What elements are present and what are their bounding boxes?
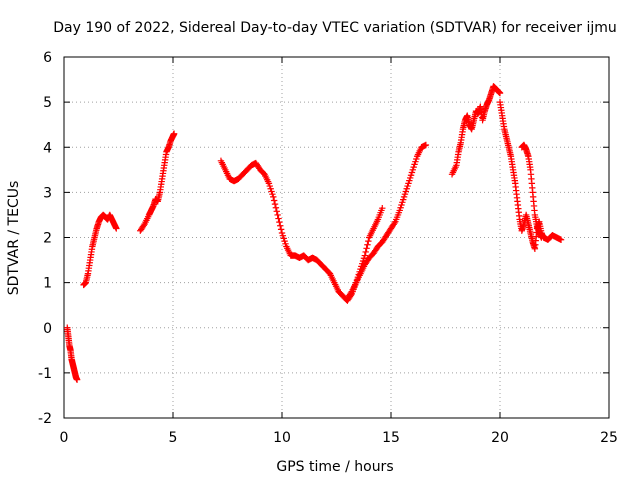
data-point [270, 193, 277, 201]
data-points [64, 83, 565, 383]
data-point [272, 204, 280, 211]
data-point [275, 215, 282, 222]
data-point [113, 225, 120, 232]
plot-area-border [63, 56, 610, 419]
data-point [391, 219, 398, 227]
x-tick-label: 0 [60, 430, 69, 446]
x-axis-tick-labels: 0 5 10 15 20 25 [60, 430, 618, 446]
x-tick-label: 20 [491, 430, 509, 446]
chart-title: Day 190 of 2022, Sidereal Day-to-day VTE… [53, 20, 617, 36]
data-point [379, 204, 386, 212]
y-tick-label: 2 [43, 231, 52, 247]
series-segment-1 [64, 324, 81, 383]
data-point [557, 236, 565, 243]
y-tick-label: 4 [43, 140, 52, 156]
y-tick-label: 6 [43, 50, 52, 66]
data-point [364, 241, 371, 248]
data-point [270, 197, 278, 204]
data-point [277, 222, 284, 229]
series-segment-8 [518, 141, 545, 241]
x-tick-label: 15 [382, 430, 400, 446]
gridlines [64, 57, 609, 418]
y-tick-label: 3 [43, 185, 52, 201]
series-segment-5 [344, 141, 430, 302]
data-point [365, 237, 372, 245]
data-point [273, 208, 280, 215]
data-point [362, 248, 369, 256]
data-point [271, 200, 279, 208]
y-tick-label: 0 [43, 321, 52, 337]
series-segment-3 [137, 130, 178, 234]
data-point [277, 226, 285, 233]
data-point [274, 211, 281, 219]
series-segment-6 [448, 83, 504, 178]
data-point [422, 141, 430, 149]
data-point [73, 376, 81, 383]
y-tick-label: -2 [38, 411, 52, 427]
x-tick-label: 5 [169, 430, 178, 446]
data-point [496, 89, 504, 97]
series-segment-4 [217, 157, 386, 304]
data-point [276, 218, 283, 226]
data-point [170, 130, 178, 137]
data-point [538, 234, 545, 241]
y-tick-label: 5 [43, 95, 52, 111]
x-tick-label: 25 [600, 430, 618, 446]
y-axis-title: SDTVAR / TECUs [6, 181, 22, 296]
x-axis-title: GPS time / hours [276, 459, 393, 475]
data-point [363, 245, 370, 252]
y-axis-tick-labels: -2 -1 0 1 2 3 4 5 6 [38, 50, 52, 427]
x-tick-label: 10 [273, 430, 291, 446]
data-point [361, 252, 369, 259]
y-tick-label: 1 [43, 276, 52, 292]
y-tick-label: -1 [38, 366, 52, 382]
series-segment-2 [80, 211, 120, 289]
